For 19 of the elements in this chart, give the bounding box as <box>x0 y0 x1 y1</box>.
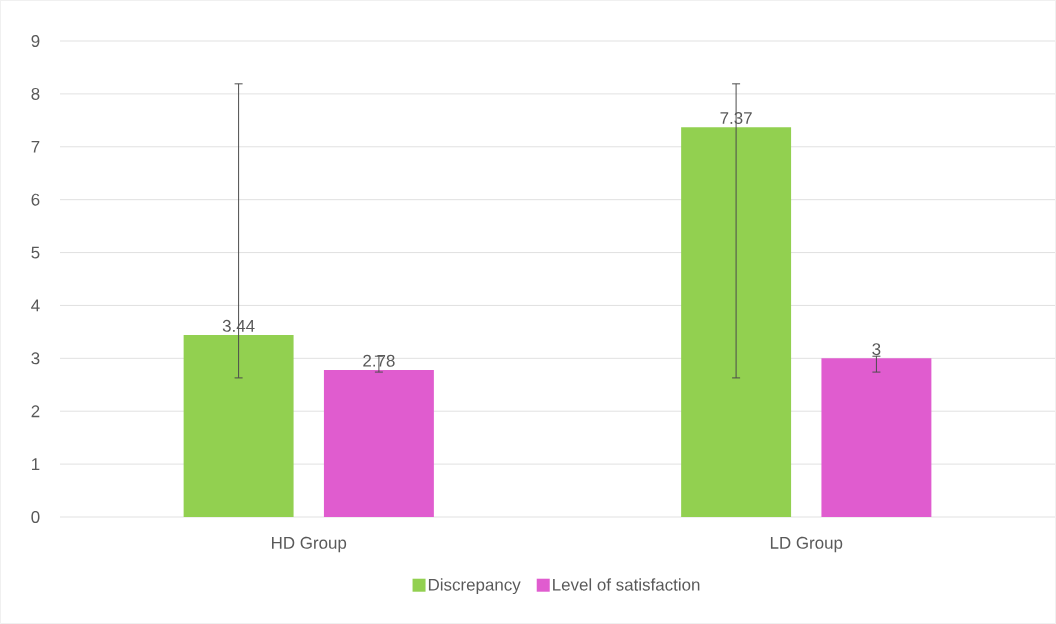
y-tick-label: 9 <box>31 35 40 47</box>
y-tick-label: 3 <box>31 352 40 365</box>
y-tick-label: 2 <box>31 405 40 418</box>
y-tick-label: 7 <box>31 140 40 153</box>
y-tick-label: 1 <box>32 458 40 470</box>
legend-label: Level of satisfaction <box>553 578 700 591</box>
bar <box>681 127 792 517</box>
data-label: 3 <box>872 343 881 356</box>
bar <box>183 335 294 517</box>
legend-label: Discrepancy <box>428 578 521 595</box>
x-tick-label: LD Group <box>770 536 843 553</box>
bar <box>821 358 932 517</box>
y-tick-label: 6 <box>31 193 40 206</box>
x-tick-label: HD Group <box>272 536 347 553</box>
y-tick-label: 5 <box>31 246 40 259</box>
bar <box>323 369 434 517</box>
y-tick-label: 8 <box>31 87 40 100</box>
y-tick-label: 0 <box>31 511 40 523</box>
y-tick-label: 4 <box>31 299 40 312</box>
